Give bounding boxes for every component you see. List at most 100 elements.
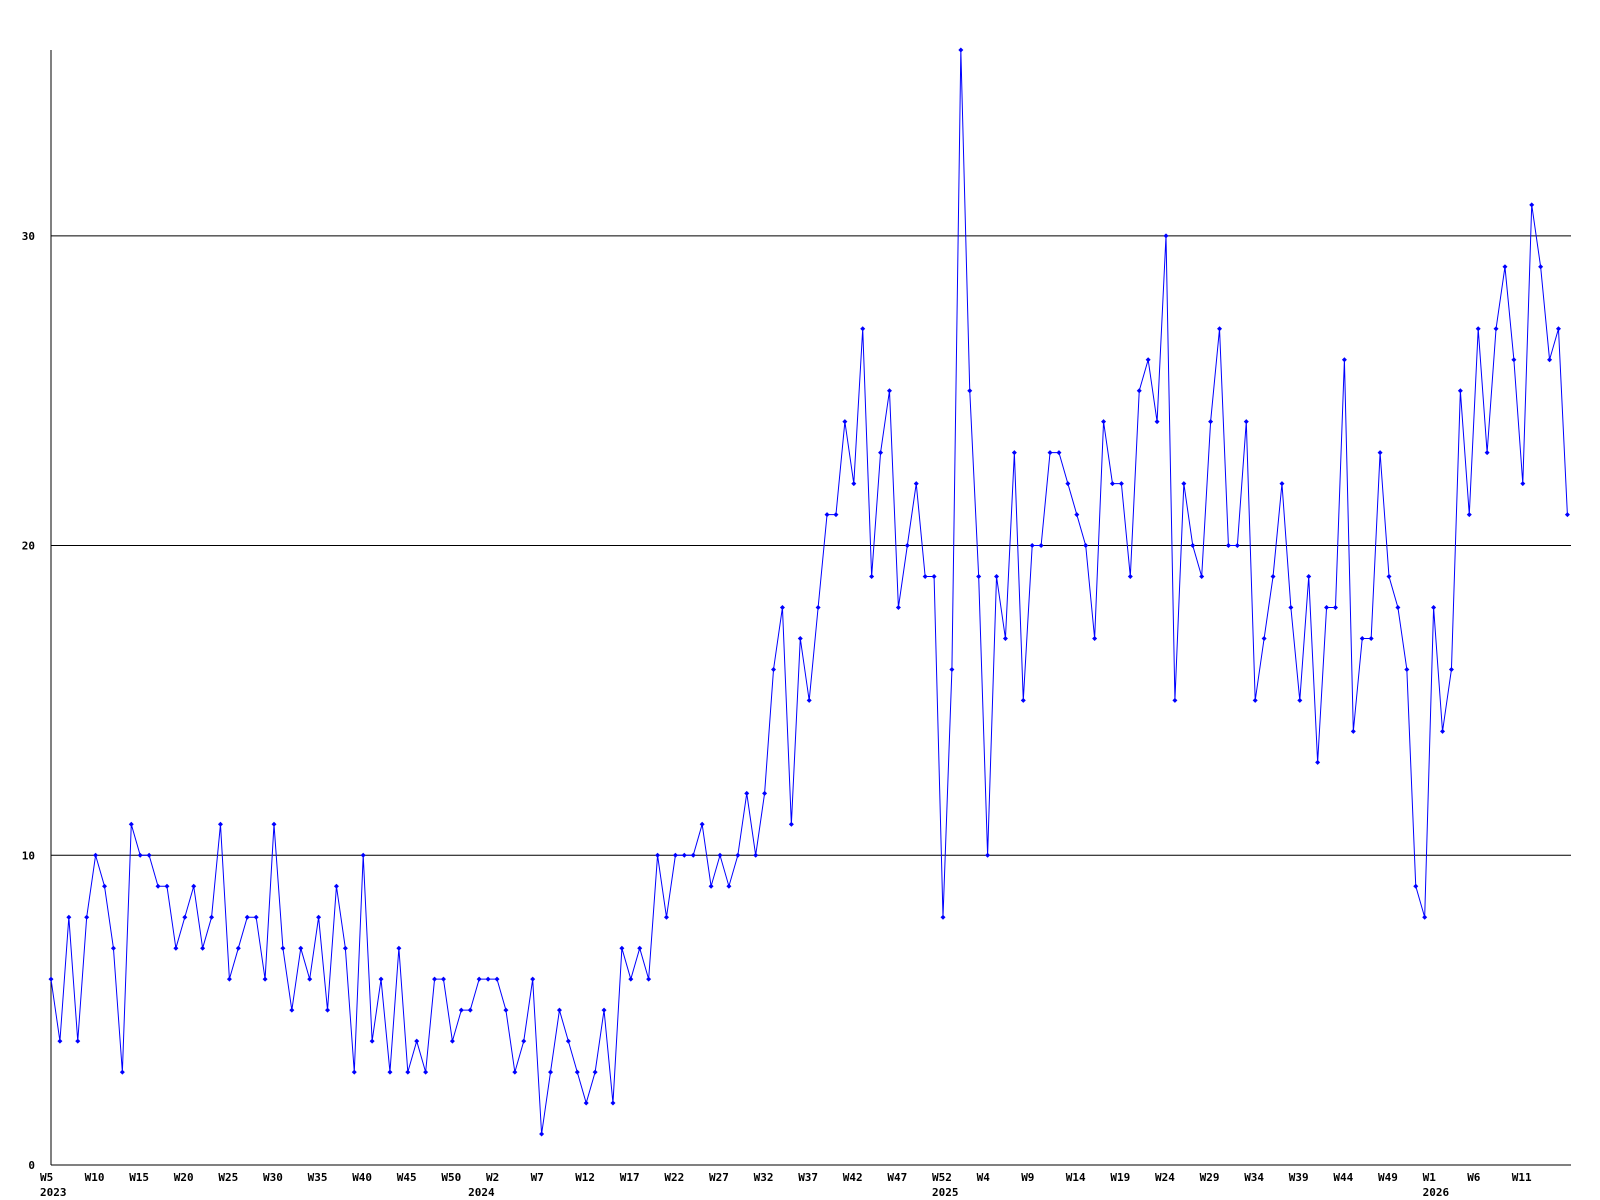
- data-point: [342, 945, 348, 951]
- data-point: [1520, 481, 1526, 487]
- data-point: [1118, 481, 1124, 487]
- data-point: [824, 512, 830, 518]
- data-point: [1306, 574, 1312, 580]
- data-point: [1547, 357, 1553, 363]
- data-point: [325, 1007, 331, 1013]
- x-tick-label: W7: [531, 1171, 544, 1184]
- data-point: [985, 852, 991, 858]
- data-point: [1002, 635, 1008, 641]
- data-point: [396, 945, 402, 951]
- data-point: [467, 1007, 473, 1013]
- x-tick-label: W9: [1021, 1171, 1034, 1184]
- data-point: [967, 388, 973, 394]
- data-point: [1092, 635, 1098, 641]
- data-point: [119, 1069, 125, 1075]
- data-point: [476, 976, 482, 982]
- x-tick-label: W24: [1155, 1171, 1175, 1184]
- data-point: [378, 976, 384, 982]
- data-point: [1475, 326, 1481, 332]
- x-tick-label: W19: [1110, 1171, 1130, 1184]
- data-point: [726, 883, 732, 889]
- data-point: [565, 1038, 571, 1044]
- data-point: [1413, 883, 1419, 889]
- y-tick-label: 0: [28, 1159, 35, 1172]
- x-tick-label: W22: [664, 1171, 684, 1184]
- data-point: [1466, 512, 1472, 518]
- year-label: 2024: [468, 1186, 495, 1199]
- data-point: [735, 852, 741, 858]
- data-point: [1440, 728, 1446, 734]
- data-point: [1564, 512, 1570, 518]
- data-point: [842, 419, 848, 425]
- data-point: [1270, 574, 1276, 580]
- data-point: [253, 914, 259, 920]
- data-point: [619, 945, 625, 951]
- x-tick-label: W5: [40, 1171, 53, 1184]
- x-tick-label: W1: [1423, 1171, 1437, 1184]
- data-point: [164, 883, 170, 889]
- data-point: [271, 821, 277, 827]
- data-point: [1109, 481, 1115, 487]
- data-point: [432, 976, 438, 982]
- data-point: [610, 1100, 616, 1106]
- data-point: [672, 852, 678, 858]
- data-point: [994, 574, 1000, 580]
- data-point: [1332, 605, 1338, 610]
- x-tick-label: W39: [1289, 1171, 1309, 1184]
- data-point: [1297, 697, 1303, 703]
- x-tick-label: W49: [1378, 1171, 1398, 1184]
- data-point: [940, 914, 946, 920]
- data-point: [931, 574, 937, 580]
- data-point: [93, 852, 99, 858]
- x-tick-label: W40: [352, 1171, 372, 1184]
- data-point: [913, 481, 919, 487]
- data-point: [771, 666, 777, 672]
- data-point: [146, 852, 152, 858]
- data-point: [655, 852, 661, 858]
- data-point: [423, 1069, 429, 1075]
- x-tick-label: W17: [620, 1171, 640, 1184]
- x-tick-label: W42: [843, 1171, 863, 1184]
- data-point: [779, 605, 785, 610]
- year-label: 2025: [932, 1186, 959, 1199]
- data-point: [753, 852, 759, 858]
- data-point: [351, 1069, 357, 1075]
- data-point: [601, 1007, 607, 1013]
- data-point: [485, 976, 491, 982]
- data-point: [307, 976, 313, 982]
- data-point: [717, 852, 723, 858]
- x-tick-label: W45: [397, 1171, 417, 1184]
- data-point: [744, 790, 750, 796]
- data-point: [1431, 605, 1437, 610]
- data-point: [1029, 543, 1035, 549]
- data-point: [922, 574, 928, 580]
- data-point: [1288, 605, 1294, 610]
- data-point: [1457, 388, 1463, 394]
- data-point: [84, 914, 90, 920]
- data-point: [503, 1007, 509, 1013]
- data-point: [280, 945, 286, 951]
- year-label: 2023: [40, 1186, 67, 1199]
- data-point: [1020, 697, 1026, 703]
- data-point: [548, 1069, 554, 1075]
- x-tick-label: W15: [129, 1171, 149, 1184]
- data-point: [494, 976, 500, 982]
- data-point: [958, 47, 964, 53]
- data-point: [1145, 357, 1151, 363]
- x-tick-label: W35: [308, 1171, 328, 1184]
- x-tick-label: W30: [263, 1171, 283, 1184]
- data-point: [1163, 233, 1169, 239]
- x-tick-label: W34: [1244, 1171, 1264, 1184]
- data-point: [976, 574, 982, 580]
- x-tick-label: W27: [709, 1171, 729, 1184]
- data-point: [1395, 605, 1401, 610]
- data-point: [235, 945, 241, 951]
- data-point: [1502, 264, 1508, 270]
- data-point: [949, 666, 955, 672]
- x-tick-label: W50: [441, 1171, 461, 1184]
- data-point: [1261, 635, 1267, 641]
- data-point: [1555, 326, 1561, 332]
- data-point: [405, 1069, 411, 1075]
- data-point: [1208, 419, 1214, 425]
